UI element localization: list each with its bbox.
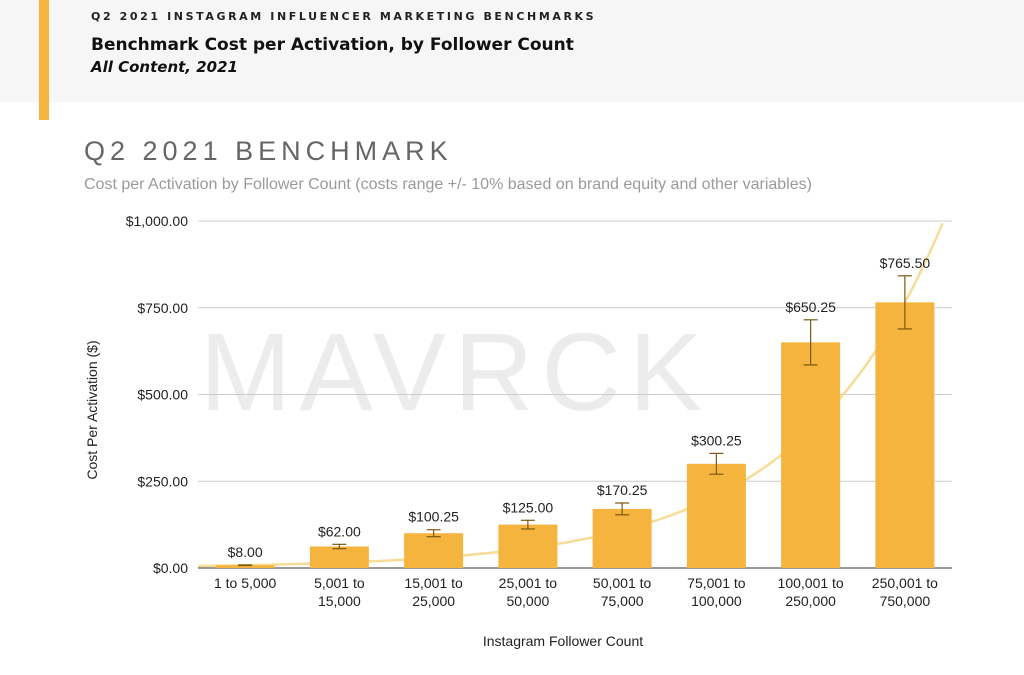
data-label: $100.25 <box>408 509 459 525</box>
data-label: $650.25 <box>785 299 836 315</box>
bar <box>686 463 746 568</box>
chart-title: Q2 2021 BENCHMARK <box>84 136 453 166</box>
data-label: $125.00 <box>503 499 554 515</box>
bar <box>875 302 935 568</box>
x-tick-label: 15,001 to <box>404 575 463 591</box>
x-tick-label: 25,001 to <box>499 575 558 591</box>
data-label: $300.25 <box>691 432 742 448</box>
y-axis-title: Cost Per Activation ($) <box>84 340 100 479</box>
chart-subtitle: Cost per Activation by Follower Count (c… <box>84 176 812 193</box>
data-label: $170.25 <box>597 482 648 498</box>
x-tick-label: 75,001 to <box>687 575 746 591</box>
watermark-text: MAVRCK <box>200 311 710 434</box>
bar <box>781 342 841 568</box>
y-tick-label: $750.00 <box>137 300 188 316</box>
x-tick-label: 50,000 <box>506 593 549 609</box>
y-tick-label: $500.00 <box>137 387 188 403</box>
bar <box>309 546 369 568</box>
x-tick-label: 50,001 to <box>593 575 652 591</box>
bar <box>404 533 464 568</box>
report-kicker: Q2 2021 INSTAGRAM INFLUENCER MARKETING B… <box>91 10 597 23</box>
report-header <box>0 0 1024 102</box>
x-tick-label: 250,000 <box>785 593 836 609</box>
bar <box>592 508 652 568</box>
x-tick-label: 15,000 <box>318 593 361 609</box>
x-tick-label: 750,000 <box>880 593 931 609</box>
x-tick-label: 25,000 <box>412 593 455 609</box>
data-label: $62.00 <box>318 523 361 539</box>
x-tick-label: 1 to 5,000 <box>214 575 276 591</box>
data-label: $8.00 <box>228 544 263 560</box>
y-tick-label: $1,000.00 <box>126 213 188 229</box>
x-axis-title: Instagram Follower Count <box>483 633 643 649</box>
bar <box>215 565 275 568</box>
y-tick-label: $0.00 <box>153 560 188 576</box>
accent-bar <box>39 0 49 120</box>
x-tick-label: 100,001 to <box>778 575 844 591</box>
report-headline: Benchmark Cost per Activation, by Follow… <box>91 35 574 55</box>
data-label: $765.50 <box>880 255 931 271</box>
x-tick-label: 5,001 to <box>314 575 365 591</box>
x-tick-label: 250,001 to <box>872 575 938 591</box>
y-tick-label: $250.00 <box>137 473 188 489</box>
x-tick-label: 100,000 <box>691 593 742 609</box>
bar <box>498 524 558 568</box>
x-tick-label: 75,000 <box>601 593 644 609</box>
report-subheadline: All Content, 2021 <box>91 58 238 76</box>
